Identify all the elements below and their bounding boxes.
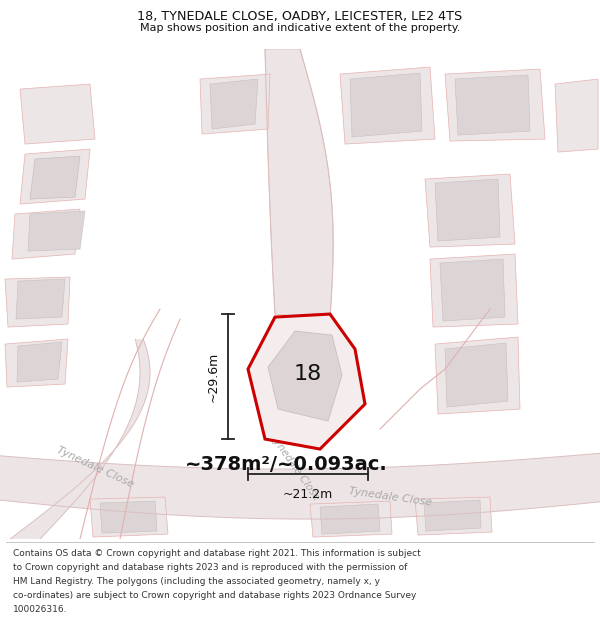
Polygon shape — [430, 254, 518, 327]
Text: Map shows position and indicative extent of the property.: Map shows position and indicative extent… — [140, 23, 460, 33]
Polygon shape — [248, 314, 365, 449]
Polygon shape — [350, 73, 422, 137]
Polygon shape — [320, 504, 380, 534]
Polygon shape — [340, 67, 435, 144]
Text: 18, TYNEDALE CLOSE, OADBY, LEICESTER, LE2 4TS: 18, TYNEDALE CLOSE, OADBY, LEICESTER, LE… — [137, 11, 463, 24]
Polygon shape — [10, 339, 150, 539]
Polygon shape — [0, 452, 600, 519]
Polygon shape — [445, 69, 545, 141]
Text: Tynedale Close: Tynedale Close — [268, 432, 322, 502]
Text: ~29.6m: ~29.6m — [207, 351, 220, 402]
Text: ~378m²/~0.093ac.: ~378m²/~0.093ac. — [185, 454, 388, 474]
Polygon shape — [310, 501, 392, 537]
Polygon shape — [455, 75, 530, 135]
Text: to Crown copyright and database rights 2023 and is reproduced with the permissio: to Crown copyright and database rights 2… — [13, 563, 407, 572]
Polygon shape — [100, 501, 157, 533]
Text: Contains OS data © Crown copyright and database right 2021. This information is : Contains OS data © Crown copyright and d… — [13, 549, 421, 558]
Text: co-ordinates) are subject to Crown copyright and database rights 2023 Ordnance S: co-ordinates) are subject to Crown copyr… — [13, 591, 416, 600]
Polygon shape — [30, 156, 80, 199]
Polygon shape — [5, 339, 68, 387]
Polygon shape — [435, 179, 500, 241]
Text: 18: 18 — [294, 364, 322, 384]
Polygon shape — [20, 84, 95, 144]
Polygon shape — [440, 259, 505, 321]
Polygon shape — [268, 331, 342, 421]
Polygon shape — [5, 277, 70, 327]
Polygon shape — [425, 174, 515, 247]
Polygon shape — [20, 149, 90, 204]
Polygon shape — [415, 497, 492, 535]
Polygon shape — [265, 49, 333, 319]
Polygon shape — [200, 74, 270, 134]
Polygon shape — [445, 343, 508, 407]
Polygon shape — [16, 279, 65, 319]
Polygon shape — [28, 211, 85, 251]
Text: ~21.2m: ~21.2m — [283, 488, 333, 501]
Text: Tynedale Close: Tynedale Close — [348, 486, 432, 508]
Text: 100026316.: 100026316. — [13, 605, 68, 614]
Polygon shape — [435, 337, 520, 414]
Text: Tynedale Close: Tynedale Close — [55, 445, 135, 489]
Polygon shape — [90, 497, 168, 537]
Text: HM Land Registry. The polygons (including the associated geometry, namely x, y: HM Land Registry. The polygons (includin… — [13, 577, 380, 586]
Polygon shape — [424, 500, 481, 531]
Polygon shape — [210, 79, 258, 129]
Polygon shape — [555, 79, 598, 152]
Polygon shape — [17, 342, 62, 382]
Polygon shape — [12, 209, 80, 259]
